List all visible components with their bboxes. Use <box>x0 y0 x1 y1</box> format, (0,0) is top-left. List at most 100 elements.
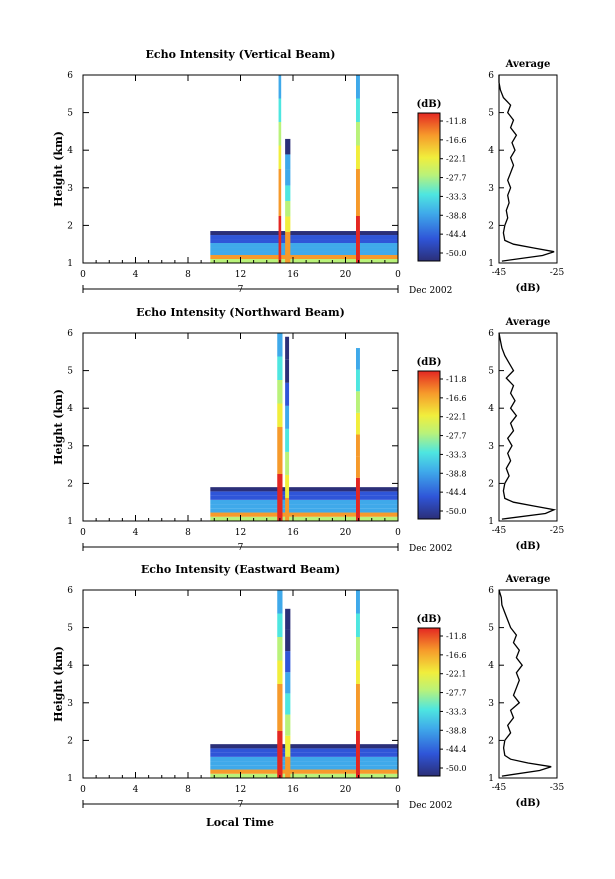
panel-2-echo-cell <box>356 412 360 435</box>
panel-1-profile-title: Average <box>505 59 551 70</box>
panel-1-month-label: Dec 2002 <box>409 286 452 296</box>
panel-3-echo-cell <box>356 754 360 778</box>
panel-2-profile-xtick-label: -45 <box>492 526 507 536</box>
panel-1-xtick-label: 8 <box>185 270 191 280</box>
panel-3-echo-cell <box>277 754 283 778</box>
panel-3-ytick-label: 3 <box>67 699 73 709</box>
panel-3-echo-cell <box>356 684 360 708</box>
panel-3-title: Echo Intensity (Eastward Beam) <box>141 563 340 576</box>
panel-1-echo-cell <box>278 145 282 169</box>
panel-1-colorbar-tick-label: -16.6 <box>446 136 467 145</box>
panel-2-echo-cell <box>285 359 290 383</box>
panel-3-profile-ytick-label: 5 <box>488 624 494 634</box>
panel-3-colorbar <box>417 627 441 777</box>
panel-3-profile-ytick-label: 4 <box>488 661 494 671</box>
panel-2-profile-ytick-label: 6 <box>488 329 494 339</box>
panel-2-echo-cell <box>210 512 398 517</box>
panel-3-colorbar-tick-label: -33.3 <box>446 707 467 716</box>
panel-1-ytick-label: 6 <box>67 71 73 81</box>
panel-2-xtick-label: 0 <box>395 528 401 538</box>
panel-1-echo-cell <box>356 169 360 193</box>
panel-2-xtick-label: 12 <box>235 528 246 538</box>
panel-3-colorbar-tick-label: -44.4 <box>446 745 467 754</box>
panel-3-profile-line <box>498 589 552 777</box>
panel-1-colorbar-tick-label: -11.8 <box>446 117 467 126</box>
panel-2-ytick-label: 5 <box>67 367 73 377</box>
panel-3-xtick-label: 4 <box>133 785 139 795</box>
panel-1-echo-cell <box>285 231 291 248</box>
panel-3-echo-cell <box>210 744 398 749</box>
panel-3-echo-cell <box>277 613 283 637</box>
panel-2-echo-cell <box>210 491 398 496</box>
panel-2-echo-cell <box>210 516 398 521</box>
panel-1-echo-cell <box>210 259 398 263</box>
panel-1-colorbar-unit: (dB) <box>417 99 442 110</box>
panel-3-echo-cell <box>277 590 283 614</box>
panel-3-echo-cell <box>277 707 283 731</box>
panel-3-echo-cell <box>210 765 398 770</box>
panel-1-echo-cell <box>285 154 291 170</box>
panel-2-xtick-label: 20 <box>340 528 352 538</box>
panel-1-echo-cell <box>356 216 360 240</box>
panel-1-xtick-label: 20 <box>340 270 352 280</box>
panel-2-xtick-label: 16 <box>287 528 299 538</box>
panel-3-profile-ytick-label: 6 <box>488 586 494 596</box>
panel-2-echo-cell <box>277 497 283 521</box>
panel-1-day-label: 7 <box>238 285 244 295</box>
panel-1-echo-cell <box>278 122 282 146</box>
panel-1-echo-cell <box>210 255 398 260</box>
panel-3-profile-title: Average <box>505 574 551 585</box>
panel-3-xtick-label: 8 <box>185 785 191 795</box>
panel-1-ytick-label: 4 <box>67 146 73 156</box>
panel-3-ytick-label: 5 <box>67 624 73 634</box>
panel-2-echo-cell <box>277 427 283 451</box>
panel-3-echo-cell <box>277 731 283 755</box>
panel-3-echo-cell <box>277 660 283 684</box>
panel-1-echo-cell <box>285 185 291 201</box>
panel-3-echo-cell <box>285 693 291 715</box>
panel-1-title: Echo Intensity (Vertical Beam) <box>145 48 335 61</box>
panel-2-echo-cell <box>277 356 283 380</box>
panel-2-colorbar-tick-label: -38.8 <box>446 469 467 478</box>
panel-3-xtick-label: 16 <box>287 785 299 795</box>
panel-3-ytick-label: 2 <box>67 736 73 746</box>
panel-1-echo-cell <box>210 235 398 240</box>
panel-1-ytick-label: 5 <box>67 109 73 119</box>
panel-1-profile-xtick-label: -25 <box>550 268 565 278</box>
panel-2-echo-cell <box>285 428 290 452</box>
panel-2-colorbar-unit: (dB) <box>417 357 442 368</box>
panel-2-profile-xlabel: (dB) <box>516 541 541 552</box>
panel-1-echo-cell <box>356 192 360 216</box>
panel-1-echo-cell <box>356 75 360 99</box>
panel-2-echo-cell <box>277 380 283 404</box>
panel-3-echo-cell <box>210 756 398 762</box>
panel-1-echo-cell <box>356 145 360 169</box>
panel-1-echo-cell <box>356 98 360 122</box>
panel-3-echo-cell <box>210 773 398 778</box>
panel-1-colorbar-tick-label: -44.4 <box>446 230 467 239</box>
panel-3-profile-ytick-label: 3 <box>488 699 494 709</box>
panel-3-ytick-label: 6 <box>67 586 73 596</box>
panel-2-colorbar-tick-label: -27.7 <box>446 432 467 441</box>
panel-2-profile-ytick-label: 5 <box>488 367 494 377</box>
panel-1-profile-frame <box>498 74 558 264</box>
panel-3-month-label: Dec 2002 <box>409 801 452 811</box>
panel-1-profile-ytick-label: 1 <box>488 259 494 269</box>
panel-1-echo-cell <box>210 239 398 244</box>
panel-2-colorbar-tick-label: -22.1 <box>446 413 467 422</box>
panel-3-echo-cell <box>285 651 291 673</box>
panel-3-echo-cell <box>285 608 291 630</box>
panel-1-profile-ytick-label: 6 <box>488 71 494 81</box>
panel-2-colorbar-tick-label: -11.8 <box>446 375 467 384</box>
panel-2: Echo Intensity (Northward Beam)0 4 8 12 16 20… <box>52 306 565 554</box>
panel-3-echo-cell <box>356 590 360 614</box>
panel-2-echo-cell <box>356 348 360 370</box>
panel-1-profile-ytick-label: 2 <box>488 221 494 231</box>
panel-1-echo-cell <box>285 169 291 186</box>
panel-1-echo-cell <box>210 231 398 236</box>
panel-2-echo-cell <box>285 382 290 406</box>
panel-3-day-label: 7 <box>238 800 244 810</box>
panel-3-profile-frame <box>498 589 558 779</box>
panel-3-xtick-label: 0 <box>80 785 86 795</box>
